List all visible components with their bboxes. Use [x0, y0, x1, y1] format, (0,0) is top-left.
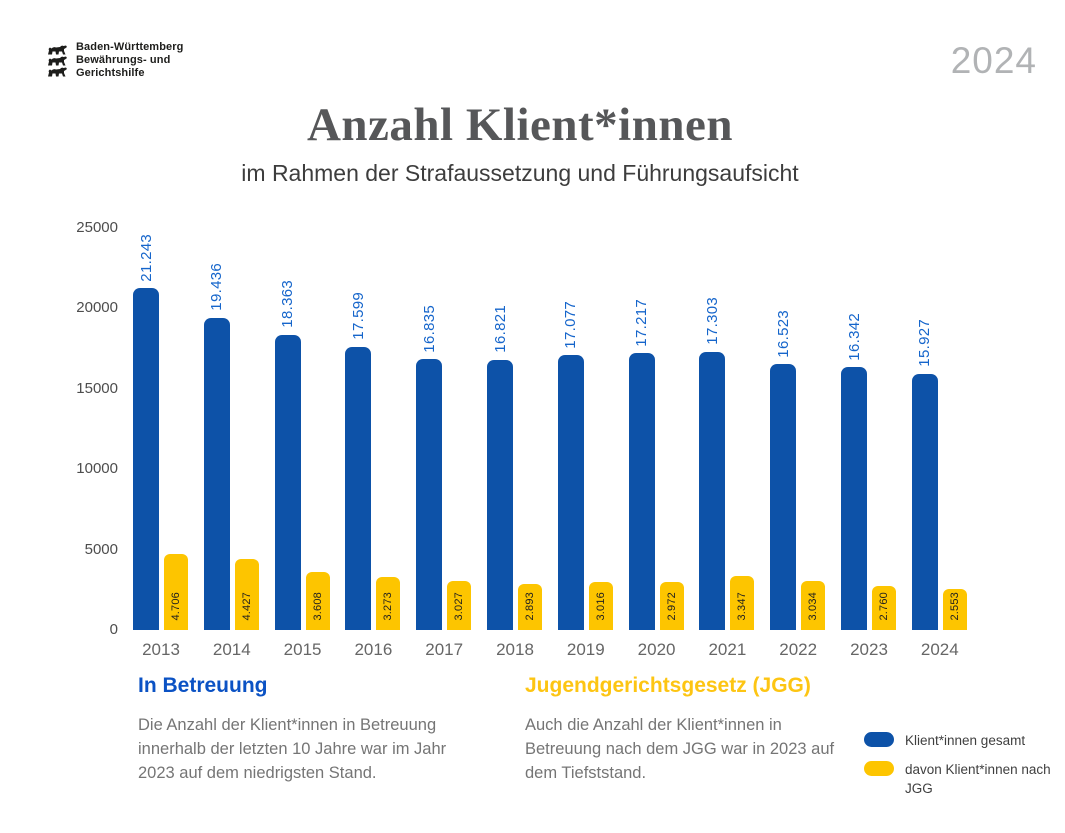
bar-value-label-jgg: 2.972	[665, 592, 678, 621]
section-jgg: Jugendgerichtsgesetz (JGG) Auch die Anza…	[525, 674, 855, 786]
bar-value-label-jgg: 3.016	[594, 592, 607, 621]
bar-jgg	[659, 582, 684, 630]
x-axis-year-label: 2023	[850, 640, 888, 659]
bar-value-label-total: 17.599	[349, 292, 367, 340]
y-axis-tick-label: 10000	[76, 460, 118, 478]
bar-value-label-total: 16.523	[774, 309, 792, 358]
legend-label: davon Klient*innen nach JGG	[905, 761, 1051, 797]
bar-value-label-total: 19.436	[208, 262, 226, 311]
logo-text-line: Bewährungs- und	[76, 54, 171, 66]
legend-swatch-icon	[864, 760, 894, 776]
bar-jgg	[942, 588, 967, 630]
section-heading-betreuung: In Betreuung	[138, 674, 268, 697]
legend-swatch-icon	[864, 732, 894, 747]
bar-value-label-total: 15.927	[916, 319, 934, 367]
bar-total	[345, 347, 372, 630]
bar-value-label-total: 21.243	[137, 233, 155, 282]
x-axis-year-label: 2022	[779, 640, 818, 659]
legend-item: davon Klient*innen nach JGG	[864, 760, 1054, 799]
bar-value-label-jgg: 3.034	[807, 592, 820, 621]
bar-total	[133, 288, 159, 630]
year-watermark: 2024	[950, 40, 1037, 81]
bar-total	[628, 353, 655, 630]
y-axis-tick-label: 5000	[84, 540, 118, 558]
bar-value-label-jgg: 3.347	[736, 592, 749, 621]
bar-jgg	[305, 572, 330, 630]
bar-jgg	[164, 554, 188, 630]
bar-jgg	[376, 577, 401, 630]
bar-value-label-jgg: 3.273	[382, 592, 395, 621]
y-axis-tick-label: 25000	[76, 219, 118, 236]
bar-value-label-jgg: 3.608	[311, 592, 324, 621]
bar-jgg	[234, 558, 259, 630]
bar-total	[274, 334, 301, 630]
bar-value-label-total: 17.077	[562, 300, 580, 349]
y-axis-tick-label: 15000	[76, 379, 118, 397]
logo-text: Baden-Württemberg Bewährungs- und Gerich…	[76, 41, 183, 80]
x-axis-year-label: 2019	[566, 640, 605, 659]
bar-jgg	[730, 576, 755, 630]
page-subtitle: im Rahmen der Strafaussetzung und Führun…	[241, 160, 799, 186]
bar-value-label-jgg: 4.427	[240, 592, 253, 621]
x-axis-year-label: 2017	[425, 640, 464, 659]
bar-total	[841, 367, 867, 630]
bar-jgg	[872, 585, 896, 630]
logo-text-line: Baden-Württemberg	[76, 41, 184, 53]
bar-total	[699, 351, 726, 630]
bar-value-label-total: 16.835	[420, 304, 438, 353]
bar-value-label-total: 17.217	[633, 298, 651, 347]
bar-value-label-jgg: 4.706	[170, 592, 182, 621]
bar-value-label-total: 16.821	[491, 304, 509, 353]
x-axis-year-label: 2018	[496, 640, 534, 659]
chart-legend: Klient*innen gesamt davon Klient*innen na…	[864, 731, 1054, 808]
bar-jgg	[801, 581, 826, 630]
x-axis-year-label: 2020	[637, 640, 676, 659]
bar-total	[203, 317, 230, 630]
bar-total	[487, 359, 513, 630]
logo: Baden-Württemberg Bewährungs- und Gerich…	[47, 41, 183, 80]
legend-item: Klient*innen gesamt	[864, 731, 1054, 751]
x-axis-year-label: 2014	[212, 640, 251, 659]
x-axis-year-label: 2013	[142, 640, 180, 659]
page-title: Anzahl Klient*innen	[306, 99, 734, 151]
bar-total	[911, 373, 938, 630]
bar-jgg	[447, 581, 472, 630]
bar-value-label-total: 18.363	[279, 280, 297, 328]
bar-value-label-jgg: 2.553	[948, 592, 961, 621]
bar-jgg	[588, 581, 613, 630]
bar-value-label-jgg: 3.027	[453, 592, 466, 621]
section-in-betreuung: In Betreuung Die Anzahl der Klient*innen…	[138, 674, 468, 786]
bar-total	[557, 355, 584, 630]
bar-value-label-total: 16.342	[845, 312, 863, 361]
section-body-jgg: Auch die Anzahl der Klient*innen in Betr…	[525, 716, 835, 782]
x-axis-year-label: 2015	[283, 640, 322, 659]
section-body-betreuung: Die Anzahl der Klient*innen in Betreuung…	[138, 716, 447, 782]
bar-value-label-total: 17.303	[703, 297, 721, 345]
x-axis-year-label: 2024	[920, 640, 959, 659]
y-axis-tick-label: 20000	[76, 299, 118, 317]
y-axis-tick-label: 0	[109, 621, 118, 638]
section-heading-jgg: Jugendgerichtsgesetz (JGG)	[525, 674, 811, 697]
bar-total	[770, 364, 797, 630]
legend-label: Klient*innen gesamt	[905, 733, 1026, 748]
bar-value-label-jgg: 2.893	[524, 592, 536, 621]
logo-text-line: Gerichtshilfe	[76, 67, 145, 79]
bar-jgg	[518, 583, 542, 630]
bar-value-label-jgg: 2.760	[878, 592, 890, 621]
x-axis-year-label: 2016	[354, 640, 393, 659]
bar-total	[416, 359, 443, 630]
x-axis-year-label: 2021	[708, 640, 747, 659]
